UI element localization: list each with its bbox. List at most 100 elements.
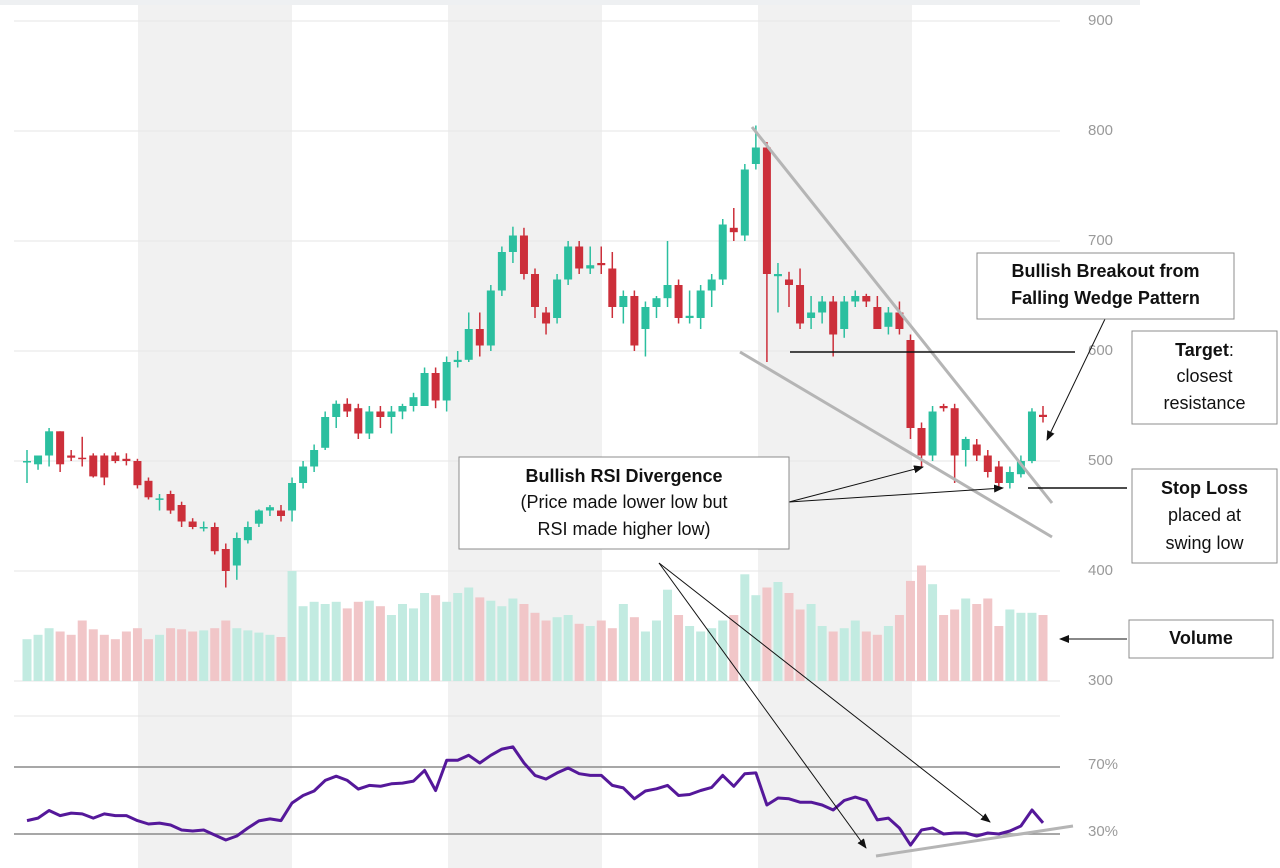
candle-body — [751, 147, 760, 164]
volume-bar — [740, 574, 750, 681]
candle-body — [608, 268, 617, 307]
volume-bar — [44, 628, 54, 681]
volume-bar — [784, 593, 794, 681]
candle-body — [895, 312, 904, 329]
volume-bar — [1005, 609, 1015, 681]
volume-bar — [585, 626, 595, 681]
candle-body — [265, 507, 274, 511]
candle-body — [277, 510, 285, 516]
candle-body — [45, 431, 54, 456]
candle-body — [34, 455, 43, 465]
volume-bar — [950, 609, 960, 681]
candle-body — [23, 461, 31, 463]
candle-body — [321, 417, 330, 448]
volume-bar — [99, 634, 109, 681]
volume-bar — [188, 631, 198, 681]
annotation-title-text: Bullish RSI Divergence — [525, 466, 722, 486]
candle-body — [994, 466, 1003, 483]
volume-bar — [453, 593, 463, 681]
candle-body — [575, 246, 584, 269]
annotation-box — [458, 456, 790, 550]
candle-body — [950, 408, 959, 456]
divergence-arrow — [788, 484, 1004, 503]
volume-bar — [563, 615, 573, 681]
annotation-box — [976, 252, 1235, 320]
candle-body — [254, 510, 263, 524]
volume-bar — [806, 604, 816, 681]
rsi-line — [26, 745, 1045, 847]
candle-body — [586, 265, 595, 269]
candle-body — [199, 527, 208, 529]
volume-bar — [121, 631, 131, 681]
y-tick-label: 300 — [1088, 672, 1113, 689]
volume-bar — [309, 601, 319, 681]
volume-bar — [939, 615, 949, 681]
annotation-box — [1131, 468, 1278, 564]
candle-body — [906, 340, 915, 428]
candle-body — [398, 406, 407, 412]
candle-body — [917, 428, 926, 456]
candle-body — [78, 457, 87, 460]
volume-bar — [155, 634, 165, 681]
candle-body — [464, 329, 473, 360]
volume-bar — [574, 623, 584, 681]
candle-body — [619, 296, 628, 307]
volume-bar — [409, 608, 419, 681]
annotation-line: (Price made lower low but — [520, 492, 727, 512]
volume-bar — [177, 629, 187, 681]
period-band — [138, 5, 292, 868]
candle-body — [696, 290, 705, 318]
volume-bar — [276, 637, 286, 681]
candle-body — [928, 411, 937, 456]
annotation-title: Volume — [1169, 628, 1233, 648]
volume-bar — [221, 620, 231, 681]
candle-body — [873, 307, 882, 329]
annotation-line: closest — [1176, 366, 1232, 386]
annotation: Bullish Breakout from Falling Wedge Patte… — [976, 252, 1235, 320]
volume-bar — [166, 628, 176, 681]
y-tick-label: 400 — [1088, 562, 1113, 579]
annotation-line: resistance — [1163, 393, 1245, 413]
volume-bar — [817, 626, 827, 681]
candle-body — [409, 397, 418, 406]
annotation-title-suffix: : — [1229, 340, 1234, 360]
volume-bar — [839, 628, 849, 681]
volume-bar — [342, 608, 352, 681]
annotation-title-text: Target — [1175, 340, 1229, 360]
volume-bar — [442, 601, 452, 681]
breakout-arrow — [1046, 318, 1106, 441]
candle-body — [829, 301, 838, 335]
volume-bar — [552, 617, 562, 681]
volume-bar — [696, 631, 706, 681]
annotation-title: Bullish Breakout from — [1011, 261, 1199, 281]
volume-bar — [961, 598, 971, 681]
volume-bar — [77, 620, 87, 681]
volume-bar — [519, 604, 529, 681]
candle-body — [674, 285, 683, 318]
volume-bar — [497, 606, 507, 681]
divergence-arrow — [788, 465, 924, 503]
candle-body — [475, 329, 484, 346]
divergence-arrow — [658, 562, 991, 823]
volume-bar — [629, 617, 639, 681]
annotation: Target: closest resistance — [1131, 330, 1278, 425]
annotation-graphics — [658, 126, 1127, 858]
y-tick-label: 70% — [1088, 756, 1118, 773]
volume-bar — [707, 628, 717, 681]
candle-body — [354, 408, 363, 434]
volume-bar — [917, 565, 927, 681]
volume-bar — [861, 631, 871, 681]
annotation-title: Stop Loss — [1161, 478, 1248, 498]
candle-body — [862, 296, 871, 302]
candle-body — [729, 227, 738, 233]
candle-body — [818, 301, 827, 313]
volume-bar — [651, 620, 661, 681]
volume-bar — [508, 598, 518, 681]
volume-bar — [464, 587, 474, 681]
volume-bar — [773, 582, 783, 681]
candle-body — [718, 224, 727, 280]
annotation-box — [1131, 330, 1278, 425]
candle-body — [542, 312, 551, 324]
volume-bar — [397, 604, 407, 681]
